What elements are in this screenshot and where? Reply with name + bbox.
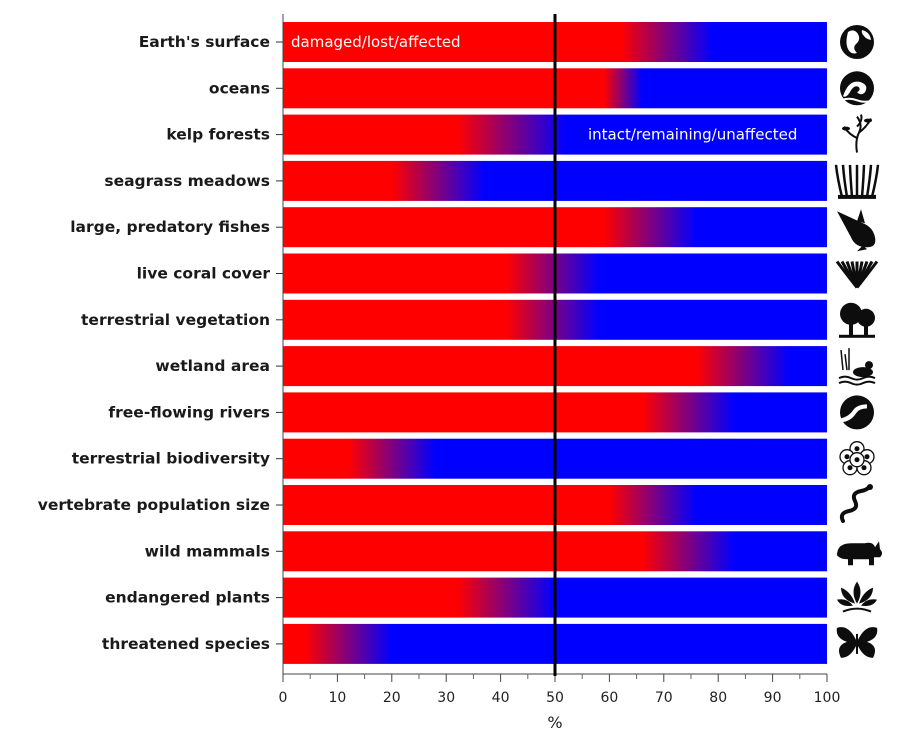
kelp-icon xyxy=(842,114,872,153)
x-tick-label: 0 xyxy=(279,690,288,706)
icons-group xyxy=(834,25,882,658)
category-label: threatened species xyxy=(102,635,270,653)
annotation-damaged: damaged/lost/affected xyxy=(291,33,461,51)
coral-icon xyxy=(835,260,879,289)
x-tick-label: 50 xyxy=(546,690,564,706)
category-label: wild mammals xyxy=(145,542,270,560)
x-tick-label: 30 xyxy=(437,690,455,706)
wave-icon xyxy=(840,71,874,106)
wetland-duck-icon xyxy=(838,348,876,386)
rhino-icon xyxy=(837,541,882,566)
butterfly-icon xyxy=(836,627,878,658)
category-label: wetland area xyxy=(155,357,270,375)
category-label: live coral cover xyxy=(137,265,271,283)
x-tick-label: 70 xyxy=(655,690,673,706)
category-label: kelp forests xyxy=(166,126,270,144)
seagrass-icon xyxy=(834,164,880,199)
snake-icon xyxy=(839,484,873,523)
x-tick-label: 90 xyxy=(764,690,782,706)
category-label: large, predatory fishes xyxy=(70,218,270,236)
marlin-icon xyxy=(837,209,876,252)
category-label: Earth's surface xyxy=(139,33,270,51)
category-label: terrestrial biodiversity xyxy=(72,450,270,468)
category-label: seagrass meadows xyxy=(104,172,270,190)
x-axis-title: % xyxy=(547,713,562,732)
lotus-icon xyxy=(837,581,877,613)
category-label: free-flowing rivers xyxy=(108,403,270,421)
x-tick-label: 100 xyxy=(814,690,841,706)
trees-icon xyxy=(839,302,875,338)
category-labels-group: Earth's surface oceans kelp forests seagras… xyxy=(38,33,271,653)
x-tick-label: 10 xyxy=(328,690,346,706)
category-label: vertebrate population size xyxy=(38,496,270,514)
category-label: terrestrial vegetation xyxy=(81,311,270,329)
x-tick-label: 20 xyxy=(383,690,401,706)
x-tick-label: 60 xyxy=(600,690,618,706)
x-tick-label: 40 xyxy=(492,690,510,706)
x-tick-label: 80 xyxy=(709,690,727,706)
x-axis: 0 10 20 30 40 50 60 70 80 90 100 xyxy=(276,14,840,706)
globe-icon xyxy=(840,25,874,59)
category-label: endangered plants xyxy=(105,589,270,607)
category-label: oceans xyxy=(209,79,270,97)
river-icon xyxy=(840,395,874,430)
annotation-intact: intact/remaining/unaffected xyxy=(588,126,797,144)
biodiversity-circles-icon xyxy=(839,441,875,476)
